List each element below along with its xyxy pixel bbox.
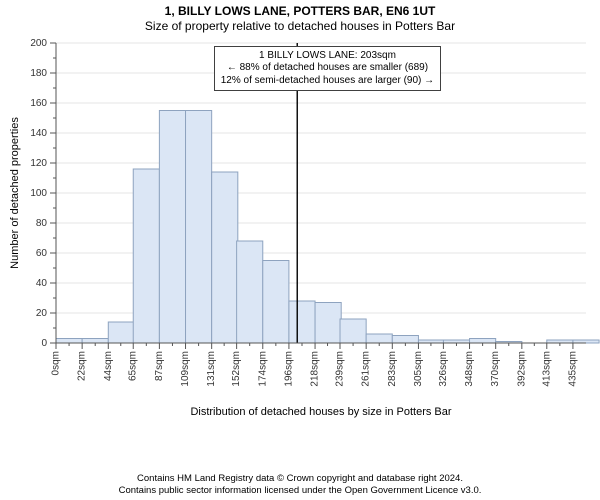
x-tick-label: 152sqm — [231, 351, 242, 387]
y-tick-label: 0 — [41, 338, 47, 349]
y-tick-label: 80 — [36, 218, 48, 229]
histogram-bar — [263, 260, 289, 343]
histogram-bar — [186, 110, 212, 343]
y-tick-label: 200 — [30, 38, 47, 49]
histogram-bar — [315, 302, 341, 343]
x-tick-label: 196sqm — [283, 351, 294, 387]
x-tick-label: 370sqm — [490, 351, 501, 387]
annotation-line2: ← 88% of detached houses are smaller (68… — [221, 62, 434, 75]
y-axis-label: Number of detached properties — [9, 117, 21, 269]
histogram-bar — [289, 301, 315, 343]
footer-line1: Contains HM Land Registry data © Crown c… — [0, 473, 600, 484]
y-tick-label: 120 — [30, 158, 47, 169]
x-tick-label: 392sqm — [516, 351, 527, 387]
x-tick-label: 239sqm — [335, 351, 346, 387]
title-main: 1, BILLY LOWS LANE, POTTERS BAR, EN6 1UT — [0, 4, 600, 18]
y-tick-label: 40 — [36, 278, 48, 289]
x-tick-label: 0sqm — [51, 351, 62, 375]
x-tick-label: 261sqm — [361, 351, 372, 387]
x-tick-label: 109sqm — [180, 351, 191, 387]
histogram-bar — [133, 169, 159, 343]
histogram-bar — [108, 322, 134, 343]
histogram-bar — [82, 338, 108, 343]
histogram-bar — [392, 335, 418, 343]
x-tick-label: 131sqm — [206, 351, 217, 387]
histogram-bar — [366, 334, 392, 343]
histogram-bar — [159, 110, 185, 343]
histogram-bar — [340, 319, 366, 343]
y-tick-label: 160 — [30, 98, 47, 109]
x-tick-label: 174sqm — [257, 351, 268, 387]
histogram-bar — [212, 172, 238, 343]
x-tick-label: 283sqm — [387, 351, 398, 387]
y-tick-label: 100 — [30, 188, 47, 199]
annotation-line1: 1 BILLY LOWS LANE: 203sqm — [221, 50, 434, 63]
y-tick-label: 140 — [30, 128, 47, 139]
annotation-line3: 12% of semi-detached houses are larger (… — [221, 75, 434, 88]
y-tick-label: 180 — [30, 68, 47, 79]
titles: 1, BILLY LOWS LANE, POTTERS BAR, EN6 1UT… — [0, 0, 600, 35]
x-tick-label: 218sqm — [310, 351, 321, 387]
footer: Contains HM Land Registry data © Crown c… — [0, 473, 600, 496]
x-tick-label: 44sqm — [103, 351, 114, 381]
x-tick-label: 413sqm — [541, 351, 552, 387]
annotation-box: 1 BILLY LOWS LANE: 203sqm ← 88% of detac… — [214, 46, 441, 92]
x-axis-label: Distribution of detached houses by size … — [190, 406, 451, 418]
x-tick-label: 348sqm — [464, 351, 475, 387]
y-tick-label: 20 — [36, 308, 48, 319]
histogram-bar — [237, 241, 263, 343]
title-sub: Size of property relative to detached ho… — [0, 19, 600, 35]
x-tick-label: 22sqm — [77, 351, 88, 381]
histogram-bar — [56, 338, 82, 343]
histogram-chart: 0 20 40 60 80 100 120 140 160 180 200 0sqm 22sqm 44sq… — [0, 35, 600, 431]
footer-line2: Contains public sector information licen… — [0, 485, 600, 496]
x-tick-label: 87sqm — [154, 351, 165, 381]
y-tick-label: 60 — [36, 248, 48, 259]
x-tick-label: 435sqm — [567, 351, 578, 387]
histogram-bar — [470, 338, 496, 343]
x-tick-label: 65sqm — [128, 351, 139, 381]
x-tick-label: 305sqm — [413, 351, 424, 387]
chart-container: 0 20 40 60 80 100 120 140 160 180 200 0sqm 22sqm 44sq… — [0, 35, 600, 436]
x-tick-label: 326sqm — [438, 351, 449, 387]
